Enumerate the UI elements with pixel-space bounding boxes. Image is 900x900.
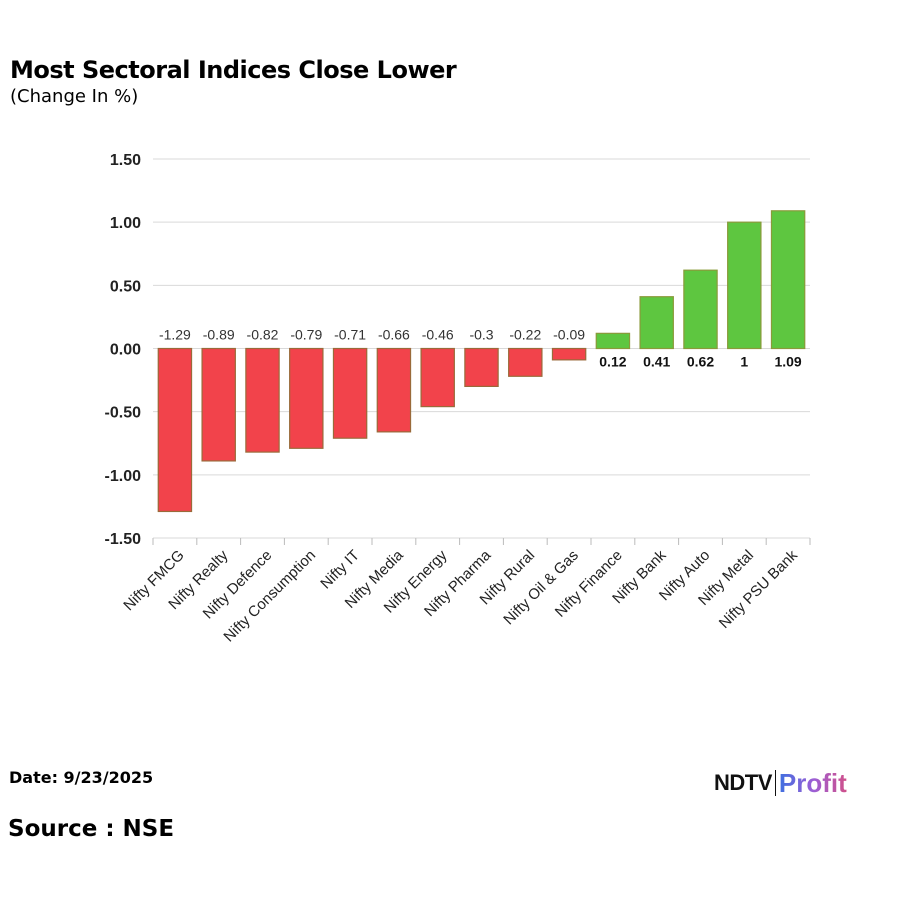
bar-nifty-bank <box>639 296 674 350</box>
chart-subtitle: (Change In %) <box>10 86 139 107</box>
value-label: -0.79 <box>290 327 322 343</box>
value-label: -0.89 <box>203 327 235 343</box>
value-labels: -1.29 -0.89 -0.82 -0.79 -0.71 -0.66 -0.46 -0.3-… <box>159 327 802 370</box>
x-tick-label: Nifty PSU Bank <box>716 546 801 631</box>
ndtv-profit-logo: NDTV Profit <box>714 766 847 800</box>
value-label: 1 <box>740 354 748 370</box>
y-tick-label: -1.00 <box>105 468 142 485</box>
bar-nifty-metal <box>727 221 762 350</box>
bar-nifty-consumption <box>289 347 324 449</box>
bar-nifty-pharma <box>464 347 499 388</box>
bar-nifty-psu-bank <box>770 210 806 350</box>
value-label: 0.62 <box>687 354 714 370</box>
bar-nifty-realty <box>201 347 236 462</box>
bar-nifty-energy <box>420 347 455 408</box>
value-label: -1.29 <box>159 327 191 343</box>
value-label: 1.09 <box>774 354 801 370</box>
y-axis: 1.50 1.00 0.50 0.00 -0.50 -1.00 -1.50 <box>105 152 142 548</box>
bar-nifty-rural <box>508 347 543 377</box>
logo-ndtv-text: NDTV <box>714 770 772 795</box>
value-label: -0.3 <box>469 327 493 343</box>
y-tick-label: -0.50 <box>105 405 142 422</box>
value-label: 0.12 <box>599 354 626 370</box>
bars <box>157 210 806 513</box>
bar-nifty-defence <box>245 347 280 453</box>
bar-nifty-fmcg <box>157 347 193 513</box>
value-label: -0.66 <box>378 327 410 343</box>
value-label: -0.22 <box>509 327 541 343</box>
value-label: -0.09 <box>553 327 585 343</box>
value-label: -0.82 <box>247 327 279 343</box>
bar-nifty-finance <box>595 332 631 350</box>
chart-title: Most Sectoral Indices Close Lower <box>10 56 457 84</box>
value-label: -0.71 <box>334 327 366 343</box>
y-tick-label: -1.50 <box>105 531 142 548</box>
bar-nifty-auto <box>683 269 718 350</box>
y-tick-label: 0.50 <box>110 278 141 295</box>
date-label: Date: 9/23/2025 <box>9 768 154 787</box>
bar-nifty-media <box>376 347 412 433</box>
logo-separator <box>774 770 776 796</box>
source-label: Source : NSE <box>8 816 175 842</box>
value-label: -0.46 <box>422 327 454 343</box>
y-tick-label: 1.50 <box>110 152 141 169</box>
bar-chart: 1.50 1.00 0.50 0.00 -0.50 -1.00 -1.50 -1.29 -0.… <box>105 152 811 645</box>
logo-profit-text: Profit <box>778 767 847 798</box>
bar-nifty-oil-gas <box>551 347 587 361</box>
bar-nifty-it <box>332 347 368 439</box>
value-label: 0.41 <box>643 354 670 370</box>
y-tick-label: 0.00 <box>110 342 141 359</box>
y-tick-label: 1.00 <box>110 215 141 232</box>
